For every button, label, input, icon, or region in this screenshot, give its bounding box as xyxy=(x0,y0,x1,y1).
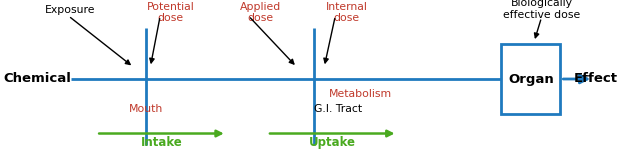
FancyBboxPatch shape xyxy=(502,44,560,114)
Text: Intake: Intake xyxy=(140,136,183,149)
Text: Organ: Organ xyxy=(508,73,554,85)
Text: G.I. Tract: G.I. Tract xyxy=(314,104,361,114)
Text: Internal
dose: Internal dose xyxy=(325,2,368,23)
Text: Biologically
effective dose: Biologically effective dose xyxy=(503,0,580,20)
Text: Applied
dose: Applied dose xyxy=(240,2,281,23)
Text: Mouth: Mouth xyxy=(129,104,163,114)
Text: Exposure: Exposure xyxy=(45,5,95,15)
Text: Metabolism: Metabolism xyxy=(329,89,392,99)
Text: Uptake: Uptake xyxy=(309,136,356,149)
Text: Effect: Effect xyxy=(574,73,618,85)
Text: Potential
dose: Potential dose xyxy=(147,2,194,23)
Text: Chemical: Chemical xyxy=(3,73,71,85)
